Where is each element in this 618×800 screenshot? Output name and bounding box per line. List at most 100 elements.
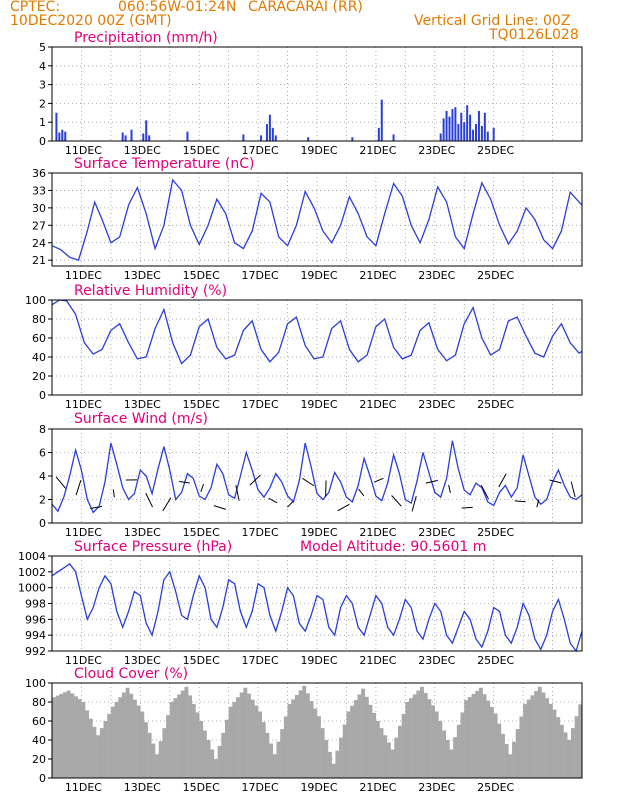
x-tick-label: 25DEC bbox=[477, 144, 514, 157]
precip-bar bbox=[472, 129, 475, 141]
x-tick-label: 25DEC bbox=[477, 781, 514, 794]
x-tick-label: 11DEC bbox=[65, 398, 102, 411]
wind-arrow bbox=[358, 488, 365, 497]
cloud-bar bbox=[85, 710, 90, 778]
y-tick-label: 1000 bbox=[18, 582, 46, 595]
cloud-bar bbox=[324, 740, 329, 778]
cloud-bar bbox=[313, 708, 318, 778]
cloud-bar bbox=[342, 724, 347, 778]
cloud-bar bbox=[188, 695, 193, 778]
cloud-bar bbox=[552, 709, 557, 778]
cloud-bar bbox=[136, 705, 141, 778]
cloud-bar bbox=[508, 754, 513, 778]
cloud-bar bbox=[107, 713, 112, 778]
x-tick-label: 23DEC bbox=[418, 526, 455, 539]
wind-arrow bbox=[570, 481, 576, 498]
y-tick-label: 0 bbox=[39, 135, 46, 148]
wind-arrow bbox=[55, 476, 66, 489]
y-tick-label: 2 bbox=[39, 97, 46, 110]
header-coords: 060:56W-01:24N bbox=[118, 0, 237, 15]
precip-bar bbox=[260, 135, 263, 141]
precip-bar bbox=[475, 124, 477, 141]
cloud-bar bbox=[375, 721, 380, 778]
cloud-bar bbox=[247, 693, 251, 778]
cloud-bar bbox=[132, 699, 137, 778]
x-tick-label: 23DEC bbox=[418, 781, 455, 794]
cloud-bar bbox=[449, 749, 454, 778]
x-tick-label: 17DEC bbox=[242, 526, 279, 539]
panel-frame bbox=[51, 555, 583, 652]
cloud-bar bbox=[302, 685, 307, 778]
cloud-bar bbox=[144, 722, 148, 778]
cloud-bar bbox=[228, 706, 233, 778]
precip-bar bbox=[448, 116, 451, 141]
wind-arrow bbox=[514, 500, 526, 503]
cloud-bar bbox=[55, 695, 60, 778]
cloud-bar bbox=[140, 711, 145, 778]
y-tick-label: 0 bbox=[39, 517, 46, 530]
cloud-bar bbox=[99, 728, 104, 778]
y-tick-label: 40 bbox=[32, 351, 46, 364]
wind-arrow bbox=[411, 495, 417, 512]
cloud-bar bbox=[397, 725, 402, 778]
wind-arrow bbox=[374, 477, 384, 483]
x-tick-label: 13DEC bbox=[124, 144, 161, 157]
x-tick-label: 23DEC bbox=[418, 269, 455, 282]
cloud-bar bbox=[202, 730, 207, 778]
x-tick-label: 19DEC bbox=[300, 526, 337, 539]
wind-arrow bbox=[425, 479, 438, 484]
y-tick-label: 6 bbox=[39, 447, 46, 460]
wind-arrow bbox=[302, 477, 315, 487]
wind-arrow bbox=[498, 473, 507, 488]
x-tick-label: 15DEC bbox=[183, 654, 220, 667]
cloud-bar bbox=[59, 693, 64, 778]
cloud-bar bbox=[482, 694, 487, 778]
cloud-bar bbox=[471, 693, 476, 778]
cloud-bar bbox=[361, 688, 366, 778]
cloud-bar bbox=[158, 741, 163, 778]
cloud-bar bbox=[243, 687, 248, 778]
x-tick-label: 17DEC bbox=[242, 398, 279, 411]
x-tick-label: 15DEC bbox=[183, 526, 220, 539]
cloud-bar bbox=[372, 712, 377, 778]
precip-bar bbox=[307, 137, 310, 141]
precip-bar bbox=[242, 134, 245, 141]
x-tick-label: 17DEC bbox=[242, 144, 279, 157]
cloud-bar bbox=[339, 737, 343, 778]
cloud-bar bbox=[236, 697, 240, 778]
cloud-bar bbox=[210, 749, 215, 778]
cloud-bar bbox=[563, 732, 568, 778]
cloud-bar bbox=[213, 759, 218, 778]
precip-bar bbox=[186, 131, 189, 141]
x-tick-label: 19DEC bbox=[300, 144, 337, 157]
cloud-bar bbox=[258, 711, 262, 778]
panel-title: Precipitation (mm/h) bbox=[74, 30, 218, 46]
y-tick-label: 2 bbox=[39, 494, 46, 507]
x-tick-label: 11DEC bbox=[65, 269, 102, 282]
y-tick-label: 20 bbox=[32, 370, 46, 383]
cloud-bar bbox=[77, 699, 82, 778]
panel-title: Cloud Cover (%) bbox=[74, 666, 188, 682]
precip-bar bbox=[451, 109, 454, 141]
precip-bar bbox=[351, 137, 354, 141]
panel-annotation: Model Altitude: 90.5601 m bbox=[300, 539, 486, 555]
x-tick-label: 15DEC bbox=[183, 144, 220, 157]
precip-bar bbox=[483, 112, 486, 141]
cloud-bar bbox=[298, 690, 303, 778]
cloud-bar bbox=[155, 754, 159, 778]
wind-arrow bbox=[461, 506, 473, 509]
panel-frame bbox=[51, 428, 583, 524]
x-tick-label: 13DEC bbox=[124, 781, 161, 794]
precip-bar bbox=[268, 114, 271, 141]
precip-bar bbox=[392, 134, 395, 141]
y-tick-label: 27 bbox=[32, 219, 46, 232]
x-tick-label: 21DEC bbox=[359, 526, 396, 539]
precip-bar bbox=[58, 132, 61, 141]
x-tick-label: 25DEC bbox=[477, 398, 514, 411]
wind-arrow bbox=[249, 474, 261, 486]
cloud-bar bbox=[445, 740, 450, 778]
wind-arrow bbox=[162, 497, 172, 512]
panel-frame bbox=[51, 172, 583, 267]
panel-title: Surface Temperature (nC) bbox=[74, 156, 255, 172]
x-tick-label: 13DEC bbox=[124, 398, 161, 411]
